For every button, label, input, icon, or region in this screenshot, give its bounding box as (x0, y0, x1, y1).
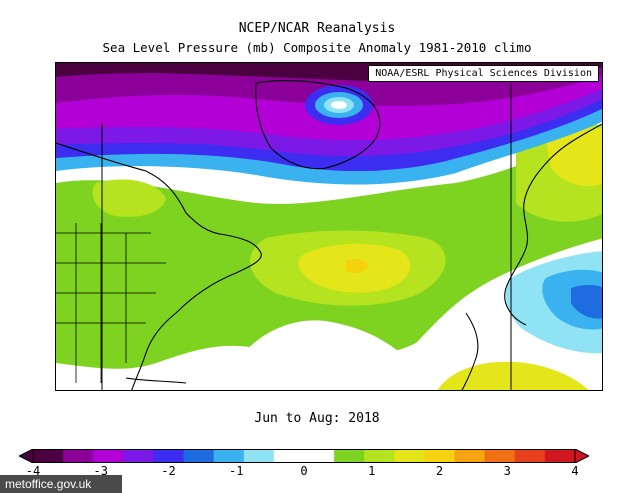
colorbar-tick-label: 0 (300, 464, 308, 478)
anomaly-map-svg (56, 63, 602, 390)
colorbar-tick-label: 2 (435, 464, 444, 478)
colorbar-swatch (33, 449, 64, 463)
zero-anomaly-patch (226, 320, 435, 390)
colorbar-swatch (424, 449, 456, 463)
colorbar-swatch (153, 449, 185, 463)
colorbar-swatch (334, 449, 365, 463)
colorbar-swatch (484, 449, 516, 463)
colorbar-swatch (63, 449, 94, 463)
colorbar-tick-label: -1 (229, 464, 244, 478)
colorbar-swatch (273, 449, 305, 463)
coastline-africa (461, 312, 479, 390)
political-borders (56, 223, 166, 383)
colorbar-swatch (213, 449, 245, 463)
chart-title: NCEP/NCAR Reanalysis (238, 21, 396, 36)
colorbar-tick-label: 4 (571, 464, 579, 478)
colorbar-swatch (123, 449, 154, 463)
coastline-north-america (56, 142, 262, 390)
source-watermark: metoffice.gov.uk (0, 475, 122, 493)
colorbar-tick-label: -2 (161, 464, 176, 478)
negative-anomaly-east-deep (571, 285, 602, 319)
chart-subtitle: Sea Level Pressure (mb) Composite Anomal… (102, 40, 532, 55)
coastline-caribbean (125, 377, 187, 384)
period-label: Jun to Aug: 2018 (254, 411, 380, 426)
colorbar-swatch (514, 449, 546, 463)
anomaly-map: NOAA/ESRL Physical Sciences Division (55, 62, 603, 391)
colorbar-tick-label: 3 (503, 464, 511, 478)
credit-label: NOAA/ESRL Physical Sciences Division (368, 65, 599, 82)
colorbar-tick-label: -4 (25, 464, 41, 478)
colorbar-swatch (364, 449, 395, 463)
orange-high-core (346, 258, 368, 274)
colorbar-swatch (183, 449, 215, 463)
coastlines (56, 80, 602, 390)
colorbar-swatch (243, 449, 275, 463)
low-center-core (331, 101, 347, 109)
colorbar (19, 449, 589, 463)
yellow-north-europe (546, 127, 602, 187)
colorbar-border (32, 449, 576, 463)
colorbar-tick-label: 1 (368, 464, 376, 478)
light-green-west (92, 179, 166, 218)
colorbar-arrow-high (574, 449, 589, 463)
colorbar-swatch (93, 449, 124, 463)
colorbar-tick-label: -3 (93, 464, 108, 478)
colorbar-swatch (394, 449, 425, 463)
colorbar-swatch (544, 449, 576, 463)
yellow-north-africa (437, 361, 589, 390)
colorbar-swatch (304, 449, 335, 463)
coastline-europe (504, 123, 602, 326)
colorbar-swatch (454, 449, 486, 463)
colorbar-arrow-low (19, 449, 34, 463)
coastline-greenland (255, 80, 381, 170)
